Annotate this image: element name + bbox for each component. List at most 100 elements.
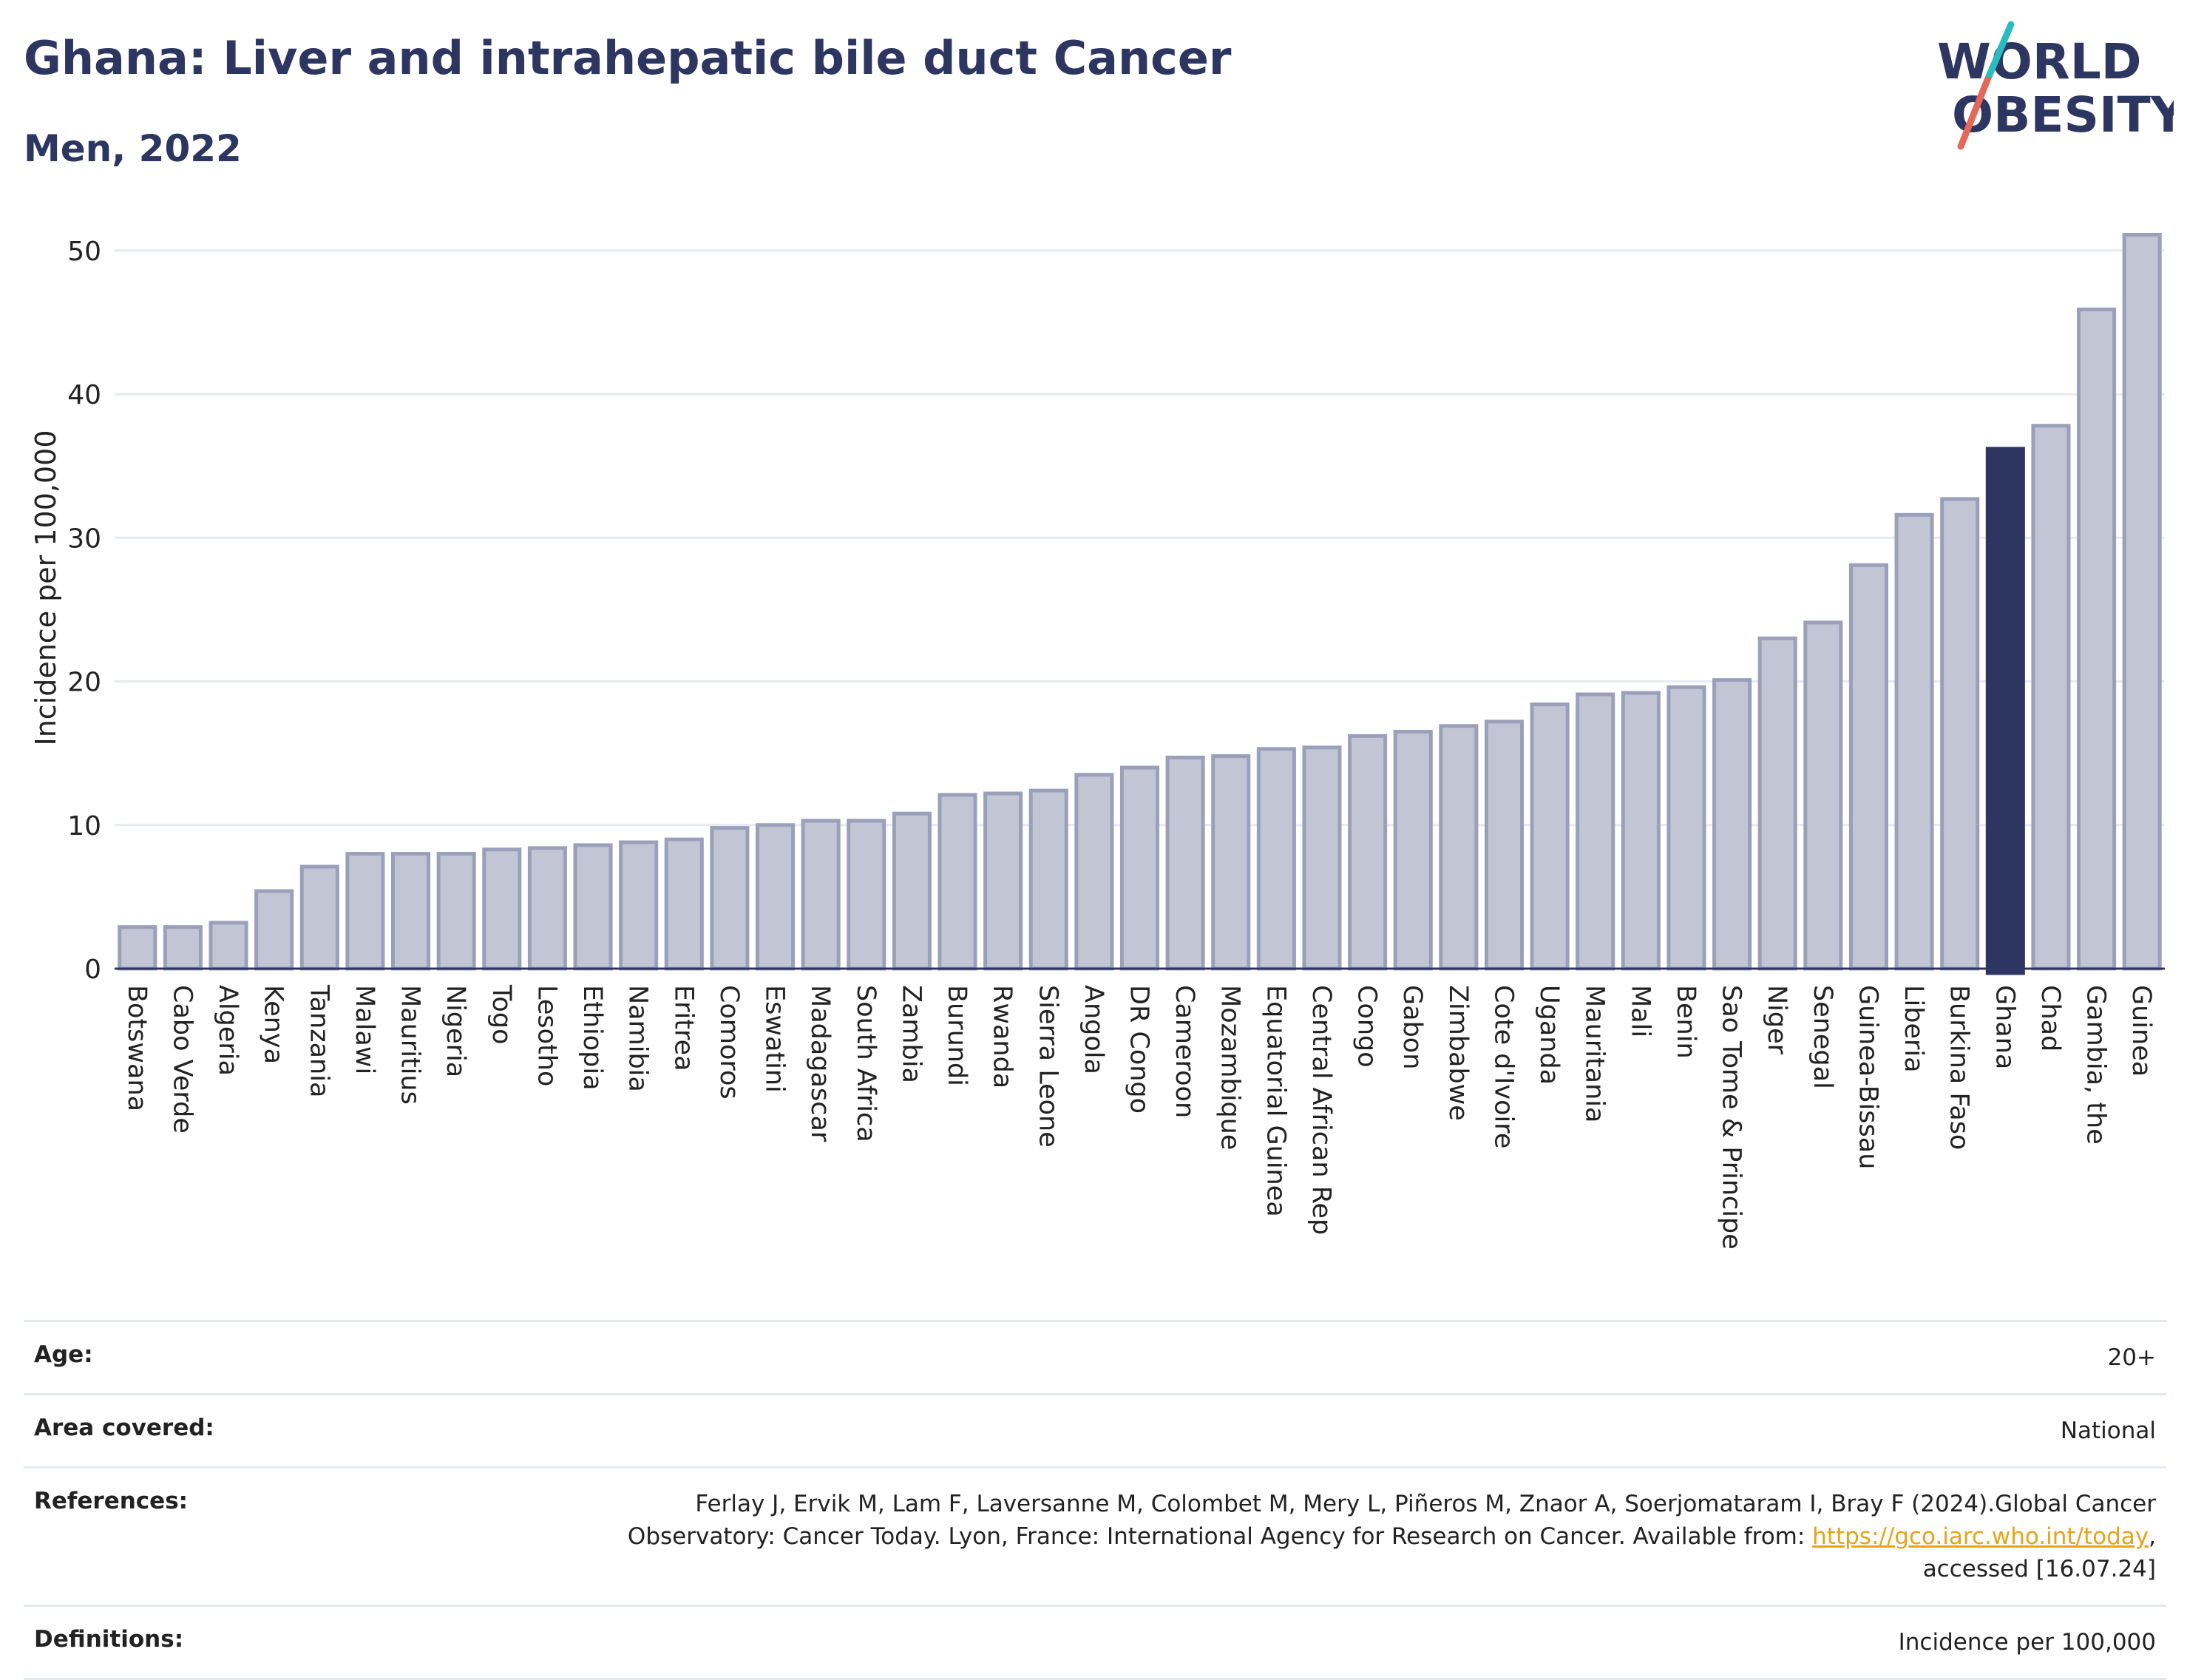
x-tick-label: Gambia, the bbox=[2081, 985, 2111, 1145]
x-tick-label: Mauritius bbox=[396, 985, 425, 1105]
x-tick-label: Chad bbox=[2035, 985, 2065, 1051]
x-tick-label: Guinea bbox=[2126, 985, 2156, 1077]
bar-chad bbox=[2031, 424, 2071, 971]
x-tick-label: Eswatini bbox=[760, 985, 790, 1093]
x-tick-label: Eritrea bbox=[668, 985, 698, 1071]
x-tick-label: Cote d'Ivoire bbox=[1488, 985, 1518, 1148]
x-tick-label: Central African Rep bbox=[1306, 985, 1336, 1235]
bar-malawi bbox=[345, 852, 385, 971]
bar-namibia bbox=[619, 840, 659, 971]
bar-uganda bbox=[1530, 702, 1570, 971]
references-text-1: Ferlay J, Ervik M, Lam F, Laversanne M, … bbox=[695, 1491, 2156, 1517]
x-tick-label: Togo bbox=[486, 984, 516, 1044]
bar-mali bbox=[1621, 691, 1661, 971]
x-tick-label: Madagascar bbox=[805, 985, 835, 1142]
x-tick-label: Ethiopia bbox=[577, 985, 607, 1091]
chart-title: Ghana: Liver and intrahepatic bile duct … bbox=[24, 31, 1232, 85]
x-tick-label: Rwanda bbox=[988, 985, 1017, 1088]
x-tick-label: Lesotho bbox=[532, 985, 561, 1086]
bar-central-african-rep bbox=[1302, 745, 1342, 971]
metadata-table: Age: 20+ Area covered: National Referenc… bbox=[24, 1320, 2166, 1680]
references-value: Ferlay J, Ervik M, Lam F, Laversanne M, … bbox=[628, 1488, 2156, 1585]
bar-eritrea bbox=[664, 837, 704, 971]
bar-rwanda bbox=[983, 791, 1023, 971]
bar-algeria bbox=[208, 921, 248, 971]
x-tick-label: Gabon bbox=[1397, 985, 1427, 1069]
bar-chart: 0 10 20 30 40 50 Incidence per 100,000 Botswa… bbox=[30, 232, 2165, 1250]
x-tick-label: Zimbabwe bbox=[1443, 985, 1473, 1121]
bar-guinea-bissau bbox=[1848, 563, 1888, 971]
bar-sao-tome-principe bbox=[1712, 678, 1752, 971]
logo-slash-top bbox=[1984, 21, 2015, 84]
y-tick-label: 40 bbox=[67, 380, 101, 410]
x-tick-label: Equatorial Guinea bbox=[1261, 985, 1290, 1217]
y-tick-label: 50 bbox=[67, 237, 101, 267]
x-tick-label: Nigeria bbox=[441, 985, 470, 1077]
meta-row-definitions: Definitions: Incidence per 100,000 bbox=[24, 1605, 2166, 1680]
bar-niger bbox=[1757, 636, 1797, 971]
bar-mauritius bbox=[391, 852, 431, 971]
bar-benin bbox=[1666, 685, 1706, 971]
bar-dr-congo bbox=[1119, 765, 1160, 971]
bar-zimbabwe bbox=[1439, 724, 1479, 971]
x-tick-label: Guinea-Bissau bbox=[1853, 985, 1882, 1169]
x-tick-label: Sierra Leone bbox=[1033, 985, 1062, 1148]
bar-burkina-faso bbox=[1940, 497, 1980, 971]
world-obesity-logo: WORLD OBESITY bbox=[1937, 21, 2174, 150]
logo-word-world: WORLD bbox=[1937, 33, 2142, 90]
definitions-value: Incidence per 100,000 bbox=[1898, 1629, 2156, 1656]
bar-congo bbox=[1348, 734, 1388, 971]
x-tick-label: Zambia bbox=[896, 985, 926, 1083]
x-tick-label: Senegal bbox=[1808, 985, 1837, 1089]
logo-slash-bottom bbox=[1957, 76, 1991, 150]
x-tick-label: Tanzania bbox=[304, 984, 333, 1097]
bar-cabo-verde bbox=[163, 925, 203, 971]
y-tick-label: 30 bbox=[67, 524, 101, 554]
bar-botswana bbox=[118, 925, 157, 971]
bar-burundi bbox=[937, 793, 977, 971]
bar-angola bbox=[1074, 773, 1114, 971]
area-label: Area covered: bbox=[34, 1415, 214, 1441]
meta-row-references: References: Ferlay J, Ervik M, Lam F, La… bbox=[24, 1466, 2166, 1605]
bar-liberia bbox=[1894, 512, 1934, 971]
x-tick-label: Algeria bbox=[213, 985, 243, 1076]
x-tick-label: Comoros bbox=[714, 985, 744, 1100]
x-tick-label: Botswana bbox=[122, 985, 152, 1111]
x-tick-label: Burundi bbox=[942, 985, 972, 1086]
x-tick-label: Congo bbox=[1352, 985, 1382, 1068]
bar-cote-d-ivoire bbox=[1484, 719, 1525, 971]
x-tick-label: Benin bbox=[1671, 985, 1701, 1059]
x-axis-labels: Botswana Cabo Verde Algeria Kenya Tanzania Ma… bbox=[122, 984, 2156, 1250]
y-tick-label: 0 bbox=[84, 955, 101, 985]
x-tick-label: Niger bbox=[1762, 985, 1791, 1055]
meta-row-area: Area covered: National bbox=[24, 1393, 2166, 1466]
definitions-label: Definitions: bbox=[34, 1626, 184, 1653]
bar-south-africa bbox=[847, 819, 886, 971]
x-tick-label: Cameroon bbox=[1170, 985, 1199, 1118]
references-text-3: , bbox=[2149, 1523, 2156, 1550]
age-value: 20+ bbox=[2107, 1344, 2156, 1371]
bars bbox=[118, 232, 2162, 975]
y-tick-label: 20 bbox=[67, 668, 101, 698]
bar-gambia-the bbox=[2077, 307, 2117, 971]
x-tick-label: Angola bbox=[1079, 985, 1108, 1074]
bar-comoros bbox=[710, 826, 750, 971]
y-axis: 0 10 20 30 40 50 bbox=[67, 237, 101, 985]
x-tick-label: Kenya bbox=[259, 985, 288, 1064]
x-tick-label: Mozambique bbox=[1215, 985, 1245, 1150]
x-tick-label: Liberia bbox=[1899, 985, 1928, 1073]
bar-equatorial-guinea bbox=[1256, 747, 1296, 971]
references-label: References: bbox=[34, 1488, 189, 1514]
x-tick-label: Uganda bbox=[1534, 985, 1564, 1085]
references-text-2: Observatory: Cancer Today. Lyon, France:… bbox=[627, 1523, 1813, 1550]
logo-word-obesity: OBESITY bbox=[1952, 87, 2174, 143]
bar-ethiopia bbox=[573, 843, 613, 971]
bar-gabon bbox=[1393, 730, 1433, 971]
bar-mozambique bbox=[1211, 754, 1251, 971]
bar-tanzania bbox=[299, 864, 339, 971]
y-tick-label: 10 bbox=[67, 811, 101, 841]
chart-subtitle: Men, 2022 bbox=[24, 127, 242, 170]
references-text-4: accessed [16.07.24] bbox=[1922, 1556, 2156, 1582]
bar-eswatini bbox=[755, 823, 796, 971]
references-link[interactable]: https://gco.iarc.who.int/today bbox=[1812, 1523, 2149, 1550]
